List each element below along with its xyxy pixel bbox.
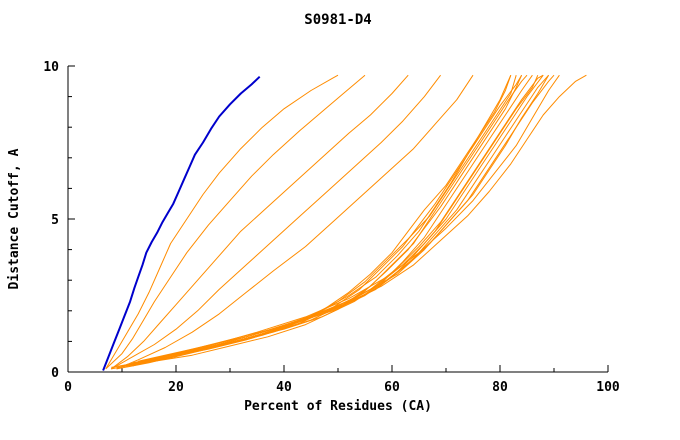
y-tick-label: 5 (51, 213, 59, 228)
series-line-orange-15 (116, 74, 523, 368)
series-line-orange-05 (116, 74, 474, 370)
x-tick-label: 0 (64, 380, 72, 395)
series-line-orange-20 (148, 74, 560, 361)
series-line-orange-14 (143, 74, 587, 364)
y-axis-label: Distance Cutoff, A (7, 148, 22, 289)
series-line-orange-10 (127, 74, 539, 367)
series-line-orange-04 (110, 74, 441, 370)
series-line-orange-19 (111, 74, 512, 368)
series-line-orange-06 (111, 75, 512, 370)
series-line-orange-18 (138, 74, 550, 362)
y-tick-label: 0 (51, 366, 59, 381)
x-axis-label: Percent of Residues (CA) (244, 399, 432, 414)
series-line-orange-02 (105, 74, 366, 370)
series-line-orange-03 (110, 74, 409, 370)
x-tick-label: 20 (168, 380, 184, 395)
series-group (102, 74, 587, 371)
x-tick-label: 40 (276, 380, 292, 395)
axes: 0 20 40 60 80 100 0 5 10 (43, 60, 620, 395)
chart-title: S0981-D4 (304, 12, 371, 28)
series-line-orange-11 (132, 74, 544, 367)
y-tick-label: 10 (43, 60, 59, 75)
series-line-blue-highlight (102, 75, 261, 371)
x-tick-label: 100 (596, 380, 620, 395)
series-line-orange-08 (121, 74, 528, 367)
x-tick-label: 60 (384, 380, 400, 395)
series-line-orange-01 (105, 74, 339, 370)
x-tick-label: 80 (492, 380, 508, 395)
series-line-orange-17 (121, 75, 517, 367)
series-line-orange-12 (132, 74, 549, 364)
